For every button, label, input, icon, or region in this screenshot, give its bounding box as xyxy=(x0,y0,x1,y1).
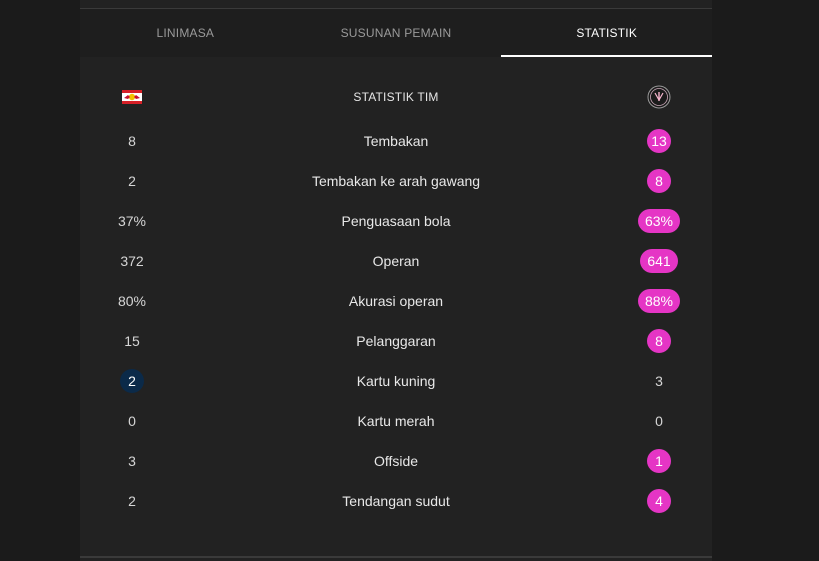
team-stats-header: STATISTIK TIM xyxy=(80,82,712,112)
away-value: 13 xyxy=(647,129,671,153)
stat-row-akurasi-operan: 80% Akurasi operan 88% xyxy=(80,281,712,321)
stat-label: Tembakan ke arah gawang xyxy=(311,173,481,189)
stat-label: Kartu merah xyxy=(357,413,435,429)
stat-label: Tendangan sudut xyxy=(342,493,450,509)
stat-row-pelanggaran: 15 Pelanggaran 8 xyxy=(80,321,712,361)
stat-row-kartu-merah: 0 Kartu merah 0 xyxy=(80,401,712,441)
stat-row-tendangan-sudut: 2 Tendangan sudut 4 xyxy=(80,481,712,521)
inter-miami-crest-icon xyxy=(647,85,671,109)
away-value: 88% xyxy=(637,289,681,313)
stat-label: Operan xyxy=(372,253,420,269)
away-value: 3 xyxy=(655,373,663,389)
team-stats-title: STATISTIK TIM xyxy=(353,90,439,104)
tab-susunan-pemain[interactable]: SUSUNAN PEMAIN xyxy=(340,26,452,40)
home-value: 2 xyxy=(128,493,136,509)
tab-bar: LINIMASA SUSUNAN PEMAIN STATISTIK xyxy=(80,9,712,57)
away-value: 641 xyxy=(640,249,678,273)
stat-label: Offside xyxy=(373,453,419,469)
home-value: 3 xyxy=(128,453,136,469)
tab-statistik[interactable]: STATISTIK xyxy=(501,9,712,57)
stat-label: Kartu kuning xyxy=(356,373,436,389)
home-value: 372 xyxy=(120,253,144,269)
home-value: 80% xyxy=(117,293,147,309)
home-value: 8 xyxy=(128,133,136,149)
away-value: 8 xyxy=(647,329,671,353)
away-value: 63% xyxy=(637,209,681,233)
top-divider xyxy=(80,8,712,9)
away-value: 1 xyxy=(647,449,671,473)
bottom-divider xyxy=(80,556,712,558)
stat-label: Tembakan xyxy=(363,133,429,149)
stat-row-offside: 3 Offside 1 xyxy=(80,441,712,481)
stat-row-tembakan: 8 Tembakan 13 xyxy=(80,121,712,161)
stat-label: Pelanggaran xyxy=(356,333,436,349)
home-value: 2 xyxy=(128,173,136,189)
stat-row-operan: 372 Operan 641 xyxy=(80,241,712,281)
away-value: 8 xyxy=(647,169,671,193)
stat-row-tembakan-ke-arah-gawang: 2 Tembakan ke arah gawang 8 xyxy=(80,161,712,201)
away-value: 4 xyxy=(647,489,671,513)
home-value: 0 xyxy=(128,413,136,429)
stats-list: 8 Tembakan 13 2 Tembakan ke arah gawang … xyxy=(80,121,712,521)
stat-label: Akurasi operan xyxy=(348,293,444,309)
away-value: 0 xyxy=(655,413,663,429)
stat-row-penguasaan-bola: 37% Penguasaan bola 63% xyxy=(80,201,712,241)
home-value: 15 xyxy=(124,333,140,349)
stat-row-kartu-kuning: 2 Kartu kuning 3 xyxy=(80,361,712,401)
home-value: 2 xyxy=(120,369,144,393)
match-stats-panel: LINIMASA SUSUNAN PEMAIN STATISTIK STATIS… xyxy=(80,0,712,561)
stat-label: Penguasaan bola xyxy=(341,213,451,229)
home-value: 37% xyxy=(117,213,147,229)
tab-linimasa[interactable]: LINIMASA xyxy=(156,26,215,40)
red-bulls-crest-icon xyxy=(122,90,142,104)
